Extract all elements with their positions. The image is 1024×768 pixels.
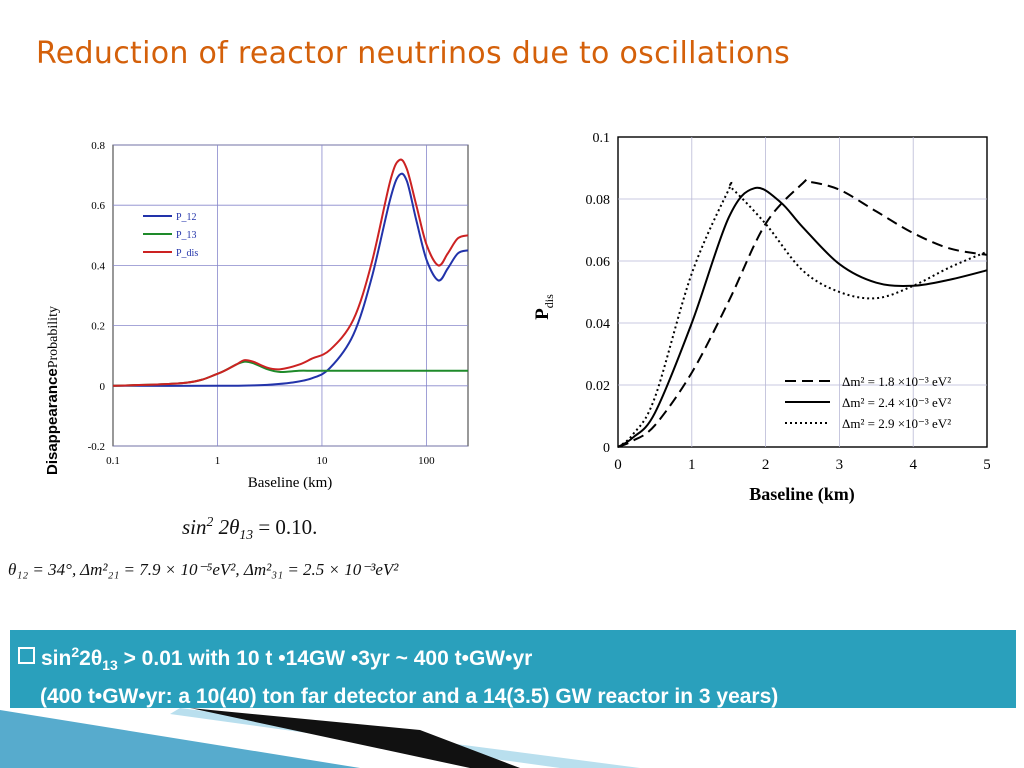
right-x-tick-label: 4 <box>909 457 917 473</box>
summary-line-1: sin22θ13 > 0.01 with 10 t •14GW •3yr ~ 4… <box>18 637 1008 681</box>
left-y-axis-label: DisappearanceProbability <box>44 306 61 475</box>
right-x-tick-label: 2 <box>762 457 770 473</box>
formula-theta13: sin2 2θ13 = 0.10. <box>182 514 318 543</box>
right-x-tick-label: 1 <box>688 457 696 473</box>
left-x-tick-label: 0.1 <box>106 455 120 467</box>
checkbox-bullet-icon <box>18 647 35 664</box>
summary-line-2: (400 t•GW•yr: a 10(40) ton far detector … <box>40 685 779 709</box>
right-series-line-2 <box>617 186 988 448</box>
left-legend-label: P_13 <box>176 230 197 241</box>
left-legend-label: P_12 <box>176 212 197 223</box>
left-y-tick-label: 0.2 <box>91 321 105 333</box>
left-chart: 0.1 1 10 100 0.8 0.6 0.4 0.2 0 -0.2 P_12 P_13 P_dis… <box>88 140 469 490</box>
right-y-tick-label: 0 <box>603 441 610 456</box>
summary-box <box>10 630 1016 708</box>
right-x-axis-label: Baseline (km) <box>749 484 855 505</box>
right-legend-label: Δm² = 2.4 ×10⁻³ eV² <box>842 395 951 410</box>
right-series-line-1 <box>617 178 988 448</box>
left-y-tick-label: 0.6 <box>91 200 105 212</box>
right-legend-label: Δm² = 1.8 ×10⁻³ eV² <box>842 374 951 389</box>
right-x-tick-label: 3 <box>836 457 844 473</box>
right-chart: 0 1 2 3 4 5 0.1 0.08 0.06 0.04 0.02 0 Δm² = 1.8 ×10… <box>532 131 990 505</box>
left-x-tick-label: 100 <box>418 455 435 467</box>
left-x-tick-label: 10 <box>316 455 328 467</box>
decorative-stripes <box>0 708 640 768</box>
right-plot-area <box>617 136 988 448</box>
right-x-tick-label: 0 <box>614 457 622 473</box>
summary-text: sin22θ13 > 0.01 with 10 t •14GW •3yr ~ 4… <box>18 637 1008 712</box>
left-plot-area <box>112 144 469 447</box>
right-y-tick-label: 0.08 <box>586 193 611 208</box>
slide-title: Reduction of reactor neutrinos due to os… <box>36 36 791 71</box>
right-y-tick-label: 0.04 <box>586 317 611 332</box>
right-legend-label: Δm² = 2.9 ×10⁻³ eV² <box>842 416 951 431</box>
left-x-tick-label: 1 <box>215 455 221 467</box>
left-x-axis-label: Baseline (km) <box>248 475 333 490</box>
left-y-tick-label: -0.2 <box>88 441 105 453</box>
right-y-tick-label: 0.02 <box>586 379 611 394</box>
right-x-tick-label: 5 <box>983 457 990 473</box>
left-legend-label: P_dis <box>176 248 198 259</box>
left-series-line-p_dis <box>112 158 469 387</box>
formula-parameters: θ₁₂ = 34°, Δm²₂₁ = 7.9 × 10⁻⁵eV², Δm²₃₁ … <box>8 560 399 579</box>
left-y-tick-label: 0.4 <box>91 260 105 272</box>
left-series-line-p_12 <box>112 172 469 387</box>
right-y-tick-label: 0.1 <box>593 131 611 146</box>
left-y-tick-label: 0 <box>100 381 106 393</box>
left-y-tick-label: 0.8 <box>91 140 105 152</box>
right-y-tick-label: 0.06 <box>586 255 611 270</box>
right-y-axis-label: Pdis <box>532 294 556 320</box>
